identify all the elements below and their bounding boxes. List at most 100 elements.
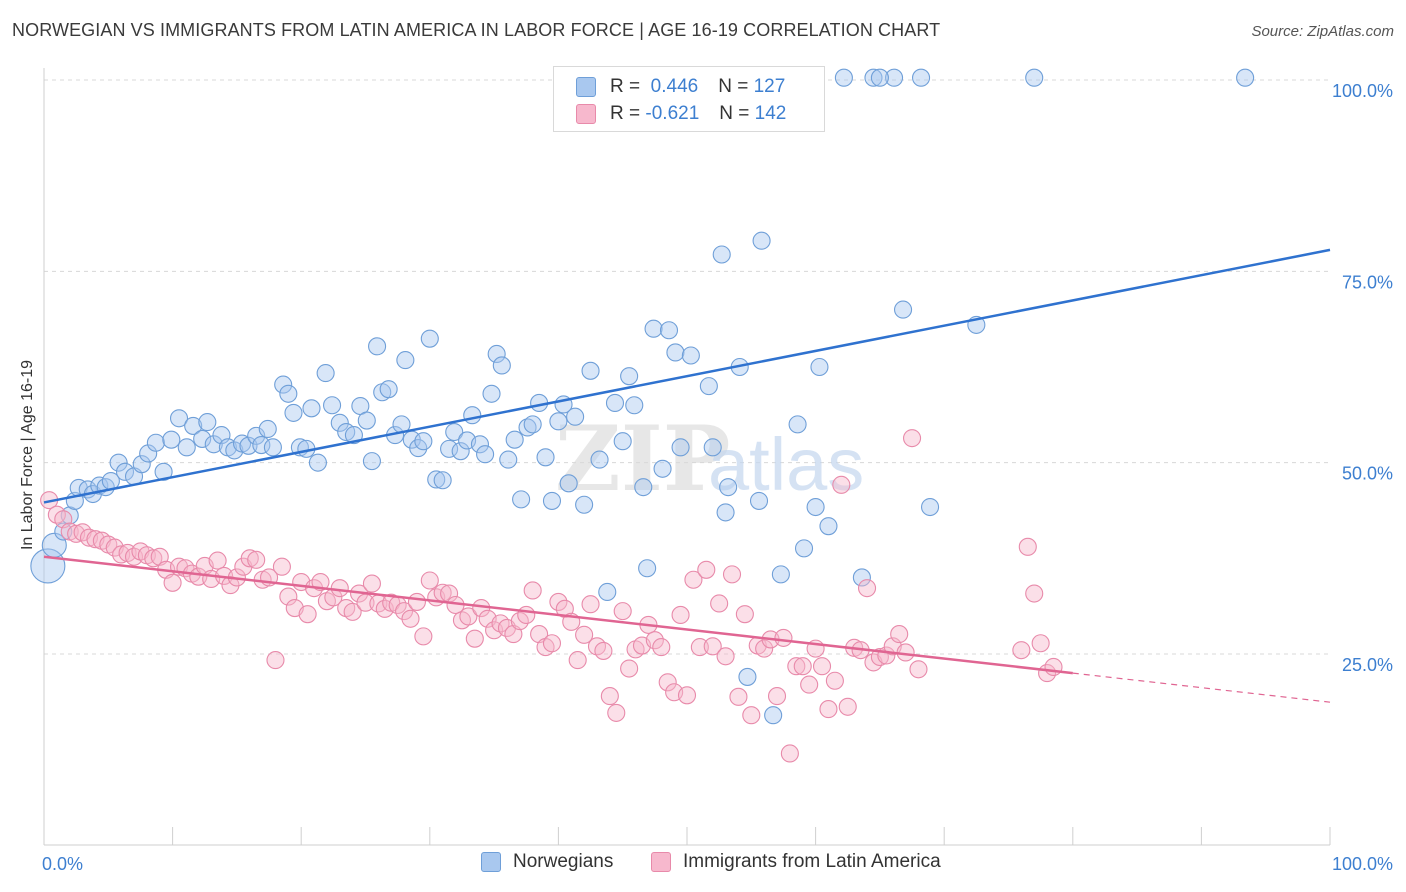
legend-r-value: -0.621	[645, 103, 700, 124]
point-norwegians	[198, 413, 217, 432]
point-norwegians	[132, 455, 151, 474]
point-latin-america	[613, 602, 632, 621]
point-norwegians	[810, 357, 829, 377]
point-latin-america	[240, 549, 259, 568]
y-tick-label: 75.0%	[1342, 272, 1393, 292]
trendline-latin-america	[43, 555, 1073, 675]
point-norwegians	[575, 495, 594, 514]
point-norwegians	[330, 413, 349, 432]
point-latin-america	[800, 675, 819, 694]
point-latin-america	[163, 573, 182, 592]
point-norwegians	[492, 356, 511, 375]
point-norwegians	[598, 582, 617, 602]
point-norwegians	[581, 361, 600, 380]
y-tick-label: 25.0%	[1342, 655, 1393, 675]
point-norwegians	[308, 453, 327, 472]
point-norwegians	[323, 396, 342, 415]
point-latin-america	[414, 627, 433, 646]
point-latin-america	[221, 576, 240, 595]
point-latin-america	[1025, 584, 1044, 603]
point-norwegians	[644, 319, 663, 338]
legend-r-label: R =	[610, 103, 641, 124]
legend-label-latin-america: Immigrants from Latin America	[683, 851, 941, 872]
point-norwegians	[263, 438, 282, 457]
point-latin-america	[652, 638, 671, 657]
point-norwegians	[451, 442, 470, 461]
legend-n-value: 127	[753, 76, 786, 97]
legend-swatch-pink	[651, 852, 671, 872]
point-latin-america	[677, 686, 697, 705]
point-norwegians	[258, 419, 277, 439]
point-norwegians	[427, 470, 446, 489]
point-latin-america	[581, 595, 600, 614]
source-credit: Source: ZipAtlas.com	[1251, 23, 1394, 40]
point-norwegians	[247, 426, 266, 445]
point-latin-america	[465, 629, 484, 648]
point-latin-america	[620, 659, 639, 678]
point-norwegians	[542, 491, 562, 510]
point-norwegians	[834, 68, 853, 87]
point-norwegians	[177, 438, 196, 457]
point-norwegians	[420, 329, 439, 348]
point-latin-america	[819, 700, 838, 719]
point-latin-america	[343, 602, 362, 621]
legend-n-label: N =	[719, 103, 750, 124]
point-norwegians	[169, 409, 189, 428]
point-latin-america	[902, 429, 922, 448]
point-norwegians	[819, 517, 838, 536]
point-norwegians	[204, 435, 223, 454]
point-norwegians	[771, 565, 790, 584]
point-norwegians	[749, 491, 769, 510]
legend-n-label: N =	[718, 76, 749, 97]
point-latin-america	[722, 565, 742, 584]
point-latin-america	[600, 687, 619, 706]
y-axis-label: In Labor Force | Age 16-19	[19, 359, 36, 551]
point-latin-america	[774, 628, 793, 647]
point-norwegians	[316, 364, 335, 383]
point-norwegians	[225, 441, 244, 460]
point-latin-america	[1031, 634, 1050, 653]
point-norwegians	[476, 445, 495, 464]
point-latin-america	[1012, 641, 1031, 660]
point-latin-america	[645, 631, 664, 650]
point-latin-america	[517, 605, 536, 624]
x-tick-label: 100.0%	[1332, 854, 1393, 874]
legend-n-value: 142	[754, 103, 787, 124]
point-norwegians	[671, 438, 690, 457]
point-norwegians	[505, 430, 524, 449]
point-norwegians	[712, 245, 731, 264]
point-latin-america	[420, 571, 439, 590]
legend-row-latin-america: R = -0.621 N = 142	[576, 101, 786, 127]
point-norwegians	[396, 351, 415, 370]
point-latin-america	[362, 574, 381, 593]
point-latin-america	[780, 744, 799, 763]
point-norwegians	[154, 462, 173, 481]
legend-r-label: R =	[610, 76, 641, 97]
point-norwegians	[764, 706, 783, 725]
x-tick-label: 0.0%	[42, 854, 83, 874]
point-latin-america	[671, 605, 690, 624]
point-norwegians	[605, 393, 625, 413]
point-norwegians	[716, 503, 735, 522]
legend-label-norwegians: Norwegians	[513, 851, 614, 872]
point-norwegians	[870, 68, 889, 87]
point-latin-america	[594, 641, 613, 660]
point-norwegians	[794, 539, 814, 558]
point-latin-america	[575, 625, 594, 644]
legend-swatch-blue	[576, 77, 596, 97]
point-latin-america	[812, 657, 832, 676]
legend-r-value: 0.446	[650, 76, 699, 97]
point-latin-america	[909, 660, 928, 679]
point-norwegians	[559, 474, 578, 493]
point-norwegians	[463, 406, 482, 425]
y-tick-label: 50.0%	[1342, 464, 1393, 484]
point-norwegians	[252, 435, 271, 455]
point-latin-america	[658, 673, 677, 692]
point-latin-america	[710, 594, 729, 613]
point-latin-america	[690, 638, 709, 657]
point-latin-america	[742, 706, 761, 725]
point-norwegians	[852, 568, 871, 587]
point-norwegians	[344, 426, 363, 445]
point-latin-america	[144, 549, 163, 568]
